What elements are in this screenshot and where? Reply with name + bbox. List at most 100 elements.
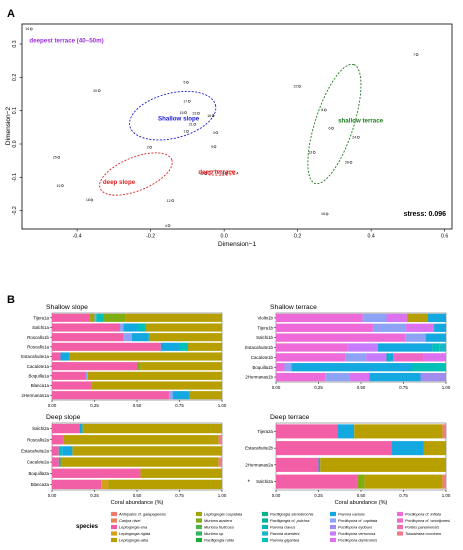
bar-category-label: Cacalote2a — [27, 460, 50, 465]
legend-swatch — [196, 524, 202, 530]
nmds-point — [213, 145, 217, 149]
nmds-point-label: 5 — [183, 81, 185, 85]
bar-segment — [188, 342, 222, 351]
bar-x-tick-label: 0.00 — [272, 385, 281, 390]
bar-segment — [123, 333, 132, 342]
nmds-point-label: 26 — [345, 161, 349, 165]
bar-segment — [103, 313, 126, 322]
bar-panel-1: Shallow terrace Violin1b Tijera1b Salchi1b E… — [245, 304, 451, 390]
bar-x-tick-label: 0.50 — [357, 385, 366, 390]
nmds-x-axis-label: Dimension−1 — [218, 241, 257, 248]
bar-segment — [423, 441, 446, 456]
panel-label-a: A — [7, 8, 15, 20]
nmds-group-label: deep slope — [103, 179, 136, 186]
legend-swatch — [330, 518, 336, 523]
nmds-point-label: 6 — [329, 127, 331, 131]
nmds-point-label: 15 — [180, 111, 184, 115]
bar-category-label: Roscallo1b — [27, 335, 49, 340]
bar-segment — [52, 479, 102, 490]
bar-segment — [393, 353, 424, 362]
bar-segment — [52, 371, 86, 380]
bar-segment — [362, 313, 387, 323]
bar-category-label: Salchi1b — [256, 335, 273, 340]
nmds-point — [167, 224, 171, 228]
nmds-point — [204, 172, 208, 176]
nmds-point-label: 3 — [213, 131, 215, 135]
bar-x-tick-label: 0.00 — [272, 493, 281, 498]
bar-segment — [137, 323, 146, 332]
nmds-y-tick-label: 0.3 — [12, 40, 18, 47]
bar-segment — [172, 391, 190, 400]
nmds-point — [61, 184, 64, 188]
bar-segment — [160, 342, 180, 351]
nmds-point-label: 13 — [308, 151, 312, 155]
bar-segment — [347, 343, 378, 352]
bar-segment — [79, 423, 83, 434]
nmds-y-tick-label: 0.2 — [12, 74, 18, 81]
bar-segment — [52, 468, 141, 478]
bar-segment — [72, 446, 223, 456]
bar-segment — [101, 479, 109, 490]
bar-category-label: Boquilla1a — [28, 373, 49, 378]
nmds-point-label: 22 — [293, 85, 297, 89]
nmds-x-axis: -0.4 -0.2 0.0 0.2 0.4 0.6 — [73, 229, 448, 240]
legend-swatch — [262, 518, 268, 523]
nmds-x-tick-label: 0.2 — [294, 234, 301, 240]
bar-panel-title: Shallow terrace — [270, 304, 317, 311]
bar-segment — [125, 313, 222, 322]
legend-label: Porites panamensis — [405, 525, 439, 530]
bar-x-tick-label: 0.25 — [90, 403, 99, 408]
bar-segment — [369, 372, 421, 382]
nmds-plot-frame — [21, 23, 453, 230]
bar-category-label: Roscallo1a — [27, 344, 49, 349]
bar-segment — [96, 313, 103, 322]
bar-segment — [354, 424, 443, 439]
bar-segment — [58, 446, 63, 456]
legend-swatch — [397, 518, 403, 523]
bar-segment — [276, 372, 326, 382]
bar-panel-3: Deep terrace Tijera2a Estacahuite2b 2Herman… — [245, 414, 451, 506]
bar-segment — [52, 333, 124, 342]
nmds-point — [187, 99, 191, 103]
bar-x-tick-label: 0.25 — [314, 493, 323, 498]
bar-category-label: Tijera2a — [257, 429, 273, 434]
bar-segment — [276, 457, 319, 472]
nmds-point-label: 2 — [147, 146, 149, 150]
bar-x-axis-label: Coral abundance (%) — [111, 500, 164, 506]
nmds-point-label: 16 — [207, 114, 211, 118]
nmds-x-tick-label: -0.2 — [146, 234, 155, 240]
bar-segment — [60, 352, 69, 361]
bar-category-label: Tijera1a — [33, 315, 49, 320]
bar-segment — [52, 435, 64, 445]
bar-segment — [123, 323, 137, 332]
bar-x-tick-label: 0.50 — [133, 493, 142, 498]
bar-segment — [405, 323, 435, 332]
nmds-point — [224, 171, 228, 175]
legend-label: Leptogorgia alba — [119, 538, 149, 543]
bar-category-label: 2Hermanas1b — [245, 375, 273, 380]
bar-category-label: 2Hermanas2a — [245, 462, 273, 467]
bar-segment — [349, 372, 370, 382]
nmds-y-axis-label: Dimension−2 — [5, 107, 12, 146]
bar-segment — [425, 333, 446, 342]
legend-label: Carijoa riisei — [119, 518, 141, 523]
bar-segment — [58, 457, 61, 467]
nmds-group-label: deepest terrace (40–50m) — [29, 37, 103, 44]
nmds-point-label: 23 — [192, 112, 196, 116]
bar-category-label: Roscallo2a — [27, 437, 49, 442]
bar-segment — [87, 371, 222, 380]
legend-label: Pavona gigantea — [270, 538, 300, 543]
legend-swatch — [196, 531, 202, 536]
bar-segment — [276, 363, 285, 372]
bar-x-tick-label: 1.00 — [218, 493, 227, 498]
panel-label-b: B — [7, 294, 15, 306]
bar-x-tick-label: 1.00 — [442, 493, 451, 498]
bar-segment — [372, 323, 406, 332]
bar-segment — [276, 313, 363, 323]
nmds-point — [97, 89, 101, 93]
bar-x-tick-label: 1.00 — [218, 403, 227, 408]
bar-segment — [386, 353, 390, 362]
nmds-group-label: shallow terrace — [338, 117, 384, 124]
